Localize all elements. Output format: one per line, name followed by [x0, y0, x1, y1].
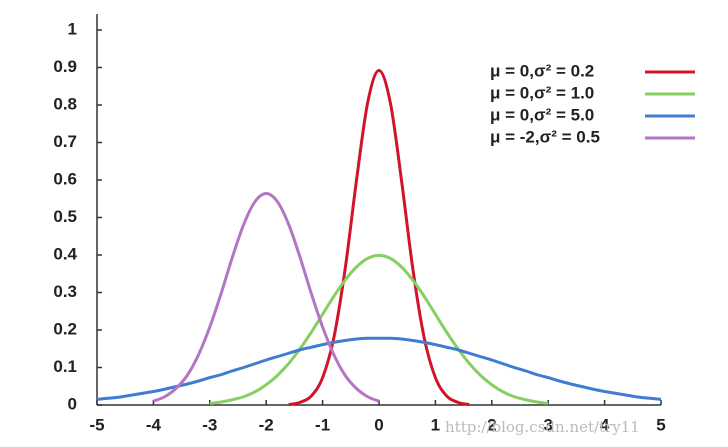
- series-line: [152, 191, 380, 403]
- x-tick-label: -1: [315, 415, 330, 434]
- watermark: http://blog.csdn.net/try11: [445, 418, 640, 436]
- y-tick-label: 0.2: [53, 319, 77, 338]
- series-line: [209, 253, 549, 405]
- x-tick-label: 4: [600, 415, 610, 434]
- y-tick-label: 0.5: [53, 207, 77, 226]
- y-tick-label: 0.8: [53, 94, 77, 113]
- series-line: [96, 336, 662, 401]
- x-tick-label: 1: [431, 415, 440, 434]
- x-tick-label: 5: [656, 415, 665, 434]
- legend-label: μ = 0,σ² = 5.0: [490, 105, 594, 124]
- x-tick-label: 0: [374, 415, 383, 434]
- y-tick-label: 0.4: [53, 244, 77, 263]
- x-tick-label: -2: [259, 415, 274, 434]
- y-tick-label: 1: [68, 19, 77, 38]
- y-tick-label: 0.7: [53, 132, 77, 151]
- y-tick-label: 0.6: [53, 169, 77, 188]
- x-tick-label: 3: [543, 415, 552, 434]
- y-tick-label: 0.3: [53, 282, 77, 301]
- legend-label: μ = -2,σ² = 0.5: [490, 127, 600, 146]
- x-tick-label: -3: [202, 415, 217, 434]
- x-tick-label: -5: [89, 415, 104, 434]
- y-tick-label: 0.1: [53, 357, 77, 376]
- legend-label: μ = 0,σ² = 0.2: [490, 61, 594, 80]
- series-line: [288, 68, 470, 407]
- x-tick-label: 2: [487, 415, 496, 434]
- y-tick-label: 0.9: [53, 57, 77, 76]
- y-tick-label: 0: [68, 394, 77, 413]
- x-tick-label: -4: [146, 415, 162, 434]
- legend-label: μ = 0,σ² = 1.0: [490, 83, 594, 102]
